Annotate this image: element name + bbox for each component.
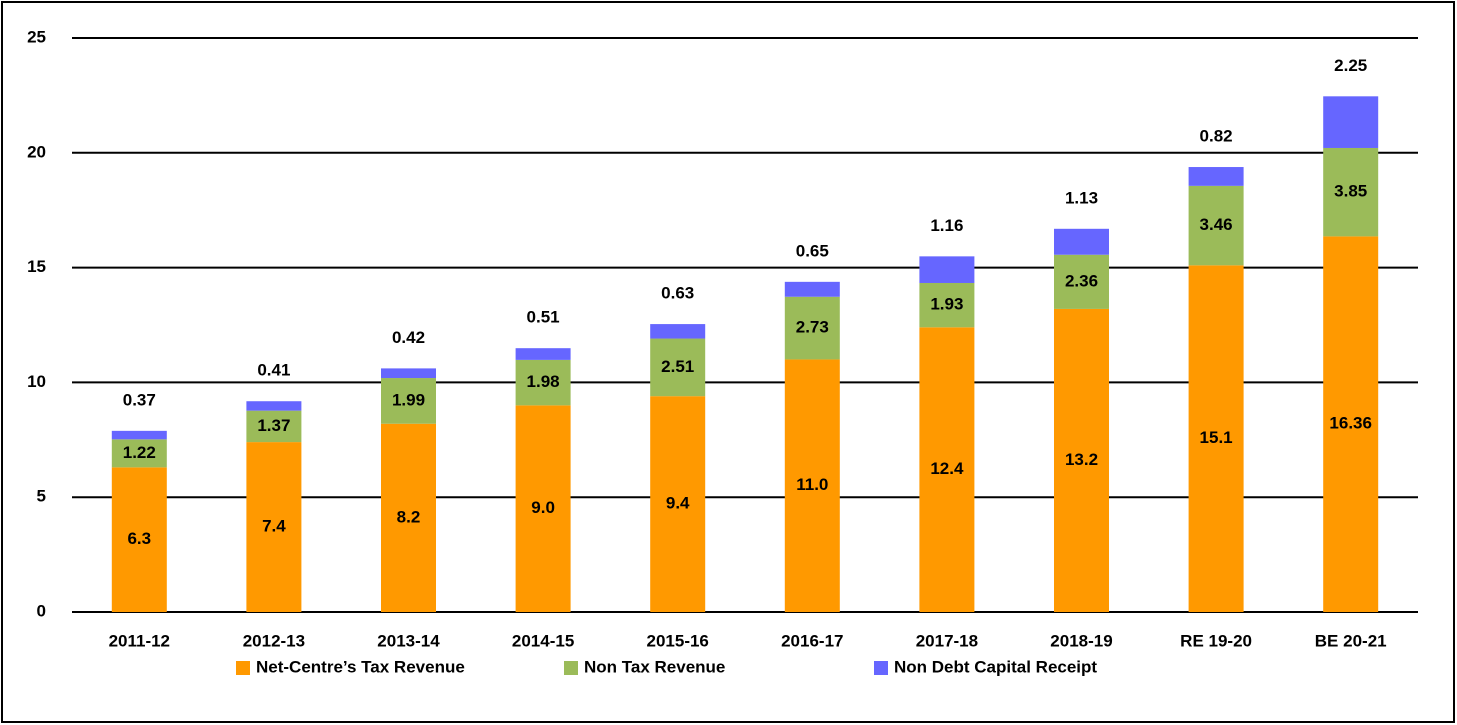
x-tick-label: 2015-16 [647,631,709,650]
data-label: 3.85 [1334,182,1367,201]
legend-label: Non Tax Revenue [584,657,725,676]
data-label: 1.22 [123,443,156,462]
bar-segment [381,368,436,379]
bar-segment [515,348,571,360]
legend-label: Non Debt Capital Receipt [894,657,1097,676]
data-label: 13.2 [1065,450,1098,469]
y-tick-label: 25 [27,27,46,46]
legend-swatch [564,661,578,675]
y-tick-label: 20 [27,142,46,161]
bar-segment [246,401,302,411]
legend-swatch [874,661,888,675]
bar-segment [1188,265,1244,612]
bar-segment [919,256,975,283]
bar-segment [650,338,706,397]
data-label: 1.93 [930,295,963,314]
bar-segment [650,324,706,339]
data-label: 0.41 [257,361,290,380]
data-label: 16.36 [1329,414,1372,433]
bar-segment [784,359,840,612]
data-label: 2.25 [1334,56,1367,75]
data-label: 12.4 [930,459,964,478]
legend-label: Net-Centre’s Tax Revenue [256,657,465,676]
data-label: 0.51 [527,308,560,327]
bar-segment [1323,236,1379,613]
data-label: 1.13 [1065,188,1098,207]
data-label: 1.37 [257,416,290,435]
y-tick-label: 5 [37,487,46,506]
x-tick-label: 2011-12 [109,631,170,650]
x-tick-label: 2017-18 [916,631,978,650]
x-tick-label: 2018-19 [1050,631,1112,650]
data-label: 1.16 [930,216,963,235]
bar-segment [515,359,571,406]
bar-segment [1323,147,1379,237]
data-label: 1.98 [527,372,560,391]
bar-segment [381,423,436,612]
x-tick-label: BE 20-21 [1315,631,1387,650]
data-label: 2.51 [661,357,694,376]
data-label: 0.65 [796,241,829,260]
bar-segment [650,396,706,612]
x-tick-label: 2013-14 [377,631,440,650]
bar-segment [515,405,571,612]
data-label: 9.4 [666,494,690,513]
bar-segment [111,467,167,612]
data-label: 6.3 [127,529,151,548]
bar-segment [1188,167,1244,186]
x-tick-label: 2012-13 [243,631,305,650]
data-label: 2.73 [796,318,829,337]
data-label: 0.42 [392,328,425,347]
data-label: 3.46 [1200,215,1233,234]
data-label: 0.37 [123,390,156,409]
data-label: 9.0 [531,498,555,517]
y-tick-label: 15 [27,257,46,276]
bar-segment [1054,308,1109,612]
bar-segment [919,327,975,612]
bar-segment [111,439,167,468]
bar-segment [1323,96,1379,148]
bar-segment [784,281,840,297]
bar-segment [246,442,302,612]
data-label: 8.2 [397,507,421,526]
bar-segment [1054,228,1109,255]
bar-segment [1054,254,1109,309]
data-label: 11.0 [796,475,828,494]
x-tick-label: 2016-17 [781,631,843,650]
bar-segment [919,282,975,328]
legend-swatch [236,661,250,675]
bar-segment [111,430,167,440]
data-label: 7.4 [262,517,286,536]
y-tick-label: 10 [27,372,46,391]
data-label: 1.99 [392,390,425,409]
bar-segment [784,296,840,360]
data-label: 0.82 [1200,127,1233,146]
bar-segment [246,410,302,443]
x-tick-label: 2014-15 [512,631,574,650]
data-label: 15.1 [1200,428,1233,447]
data-label: 0.63 [661,284,694,303]
data-label: 2.36 [1065,271,1098,290]
bar-segment [1188,185,1244,266]
x-tick-label: RE 19-20 [1180,631,1252,650]
y-tick-label: 0 [37,601,46,620]
bar-segment [381,378,436,424]
